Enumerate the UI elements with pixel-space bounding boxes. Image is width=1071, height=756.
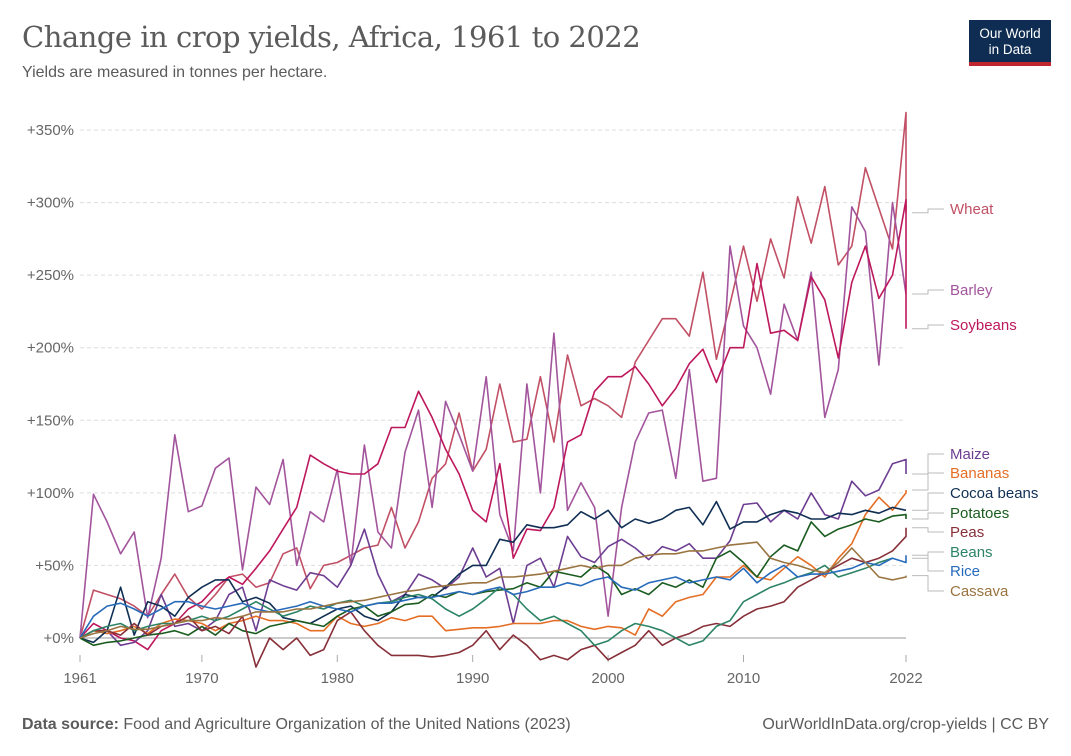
series-line-wheat[interactable] (79, 111, 907, 639)
chart-subtitle: Yields are measured in tonnes per hectar… (22, 64, 328, 81)
series-label-peas[interactable]: Peas (950, 524, 984, 541)
x-tick-label: 1980 (321, 670, 354, 687)
series-label-cocoa-beans[interactable]: Cocoa beans (950, 485, 1038, 502)
y-tick-label: +350% (27, 122, 74, 139)
series-label-bananas[interactable]: Bananas (950, 465, 1009, 482)
series-line-peas[interactable] (79, 527, 907, 668)
y-tick-label: +150% (27, 412, 74, 429)
series-label-soybeans[interactable]: Soybeans (950, 317, 1017, 334)
label-leader-line (912, 289, 944, 295)
series-labels: Wheat Barley Soybeans Maize Bananas Cocoa bea… (912, 201, 1038, 600)
series-line-cassava[interactable] (79, 541, 907, 639)
x-tick-label: 2022 (889, 670, 922, 687)
series-line-barley[interactable] (79, 201, 907, 639)
series-line-maize[interactable] (79, 458, 907, 647)
logo-line-1: Our World (979, 26, 1041, 41)
series-line-soybeans[interactable] (79, 198, 907, 651)
y-tick-label: +300% (27, 195, 74, 212)
label-leader-line (912, 554, 944, 572)
logo-line-2: in Data (988, 42, 1032, 57)
series-line-potatoes[interactable] (79, 513, 907, 647)
data-source-text: Food and Agriculture Organization of the… (123, 716, 571, 733)
series-label-rice[interactable]: Rice (950, 563, 980, 580)
series-label-beans[interactable]: Beans (950, 544, 993, 561)
chart-title: Change in crop yields, Africa, 1961 to 2… (22, 20, 641, 54)
x-tick-label: 1970 (185, 670, 218, 687)
label-leader-line (912, 472, 944, 491)
data-source: Data source: Food and Agriculture Organi… (22, 716, 571, 734)
label-leader-line (912, 575, 944, 592)
owid-logo[interactable]: Our World in Data (969, 20, 1051, 66)
series-label-barley[interactable]: Barley (950, 282, 993, 299)
series-label-potatoes[interactable]: Potatoes (950, 505, 1009, 522)
y-tick-label: +50% (35, 557, 74, 574)
y-tick-label: +100% (27, 485, 74, 502)
series-line-beans[interactable] (79, 557, 893, 647)
label-leader-line (912, 527, 944, 533)
x-tick-label: 1961 (63, 670, 96, 687)
x-axis: 1961 1970 1980 1990 2000 2010 2022 (63, 655, 923, 687)
y-axis: +0% +50% +100% +150% +200% +250% +300% +350% (27, 122, 74, 647)
series-label-cassava[interactable]: Cassava (950, 583, 1009, 600)
label-leader-line (912, 492, 944, 511)
y-tick-label: +200% (27, 340, 74, 357)
x-tick-label: 1990 (456, 670, 489, 687)
label-leader-line (912, 324, 944, 330)
line-chart: +0% +50% +100% +150% +200% +250% +300% +350% 19… (27, 111, 1038, 687)
series-line-cocoa-beans[interactable] (79, 500, 907, 644)
x-tick-label: 2000 (591, 670, 624, 687)
label-leader-line (912, 453, 944, 475)
x-tick-label: 2010 (727, 670, 760, 687)
series-line-rice[interactable] (79, 555, 907, 639)
label-leader-line (912, 208, 944, 214)
data-source-label: Data source: (22, 716, 119, 733)
series-label-maize[interactable]: Maize (950, 446, 990, 463)
y-tick-label: +0% (44, 630, 74, 647)
series-lines (79, 111, 907, 668)
source-link[interactable]: OurWorldInData.org/crop-yields | CC BY (762, 716, 1049, 733)
series-label-wheat[interactable]: Wheat (950, 201, 994, 218)
y-tick-label: +250% (27, 267, 74, 284)
label-leader-line (912, 512, 944, 520)
